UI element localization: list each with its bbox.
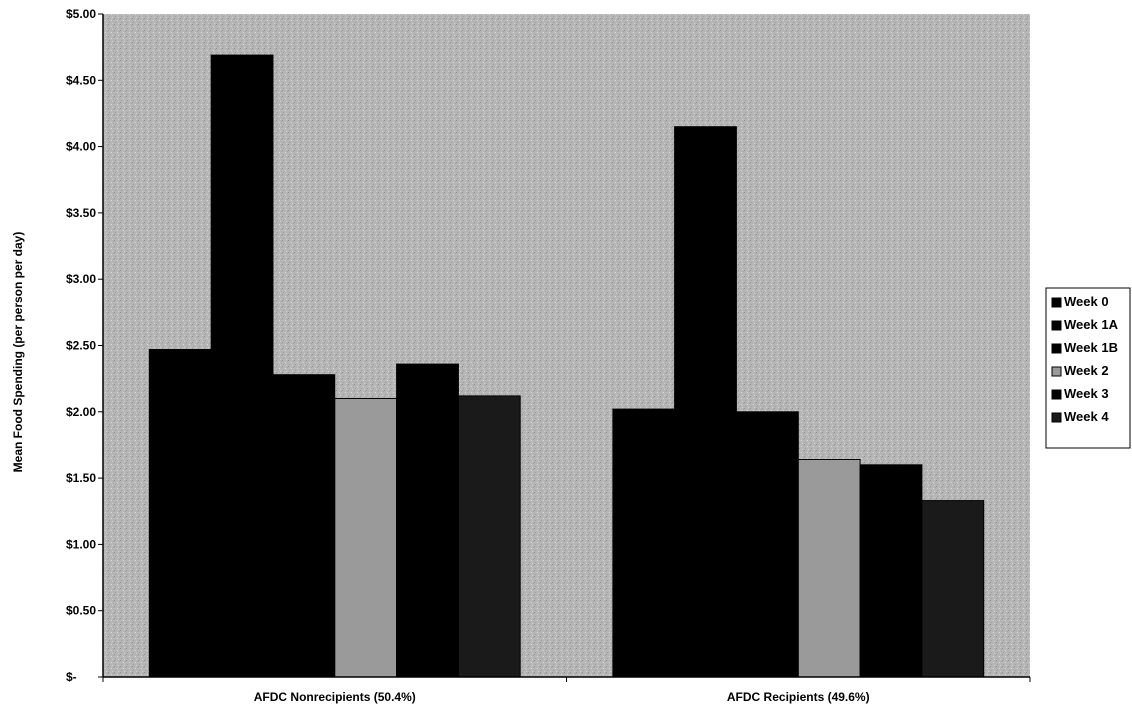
y-tick-label: $-	[66, 670, 77, 684]
legend-swatch	[1051, 389, 1062, 400]
y-tick-label: $5.00	[66, 7, 96, 21]
legend-swatch	[1051, 297, 1062, 308]
y-tick-label: $4.50	[66, 73, 96, 87]
bars-group	[148, 54, 985, 678]
legend-swatch	[1051, 412, 1062, 423]
legend-swatch	[1051, 320, 1062, 331]
y-tick-label: $2.00	[66, 405, 96, 419]
legend-entry: Week 0	[1064, 294, 1109, 309]
bar-week-1a-cat-1	[674, 126, 737, 678]
y-axis: $- $0.50 $1.00 $1.50 $2.00 $2.50 $3.00 $3.50 $4.…	[66, 7, 104, 684]
legend-swatch	[1051, 366, 1062, 377]
x-axis: AFDC Nonrecipients (50.4%) AFDC Recipient…	[102, 676, 1031, 704]
legend-entry: Week 4	[1064, 409, 1109, 424]
legend-entry: Week 1B	[1064, 340, 1118, 355]
bar-week-2-cat-0	[334, 398, 398, 678]
bar-week-3-cat-1	[859, 464, 923, 678]
bar-week-3-cat-0	[396, 363, 459, 678]
bar-week-1b-cat-1	[736, 411, 799, 678]
y-tick-label: $3.00	[66, 272, 96, 286]
legend-entry: Week 2	[1064, 363, 1109, 378]
x-category-label: AFDC Nonrecipients (50.4%)	[254, 690, 416, 704]
y-tick-label: $1.00	[66, 537, 96, 551]
bar-week-2-cat-1	[797, 459, 861, 678]
legend-swatch	[1051, 343, 1062, 354]
x-category-label: AFDC Recipients (49.6%)	[727, 690, 870, 704]
bar-week-1a-cat-0	[210, 54, 274, 678]
bar-week-4-cat-1	[921, 500, 985, 678]
bar-week-0-cat-0	[148, 349, 212, 678]
y-tick-label: $2.50	[66, 339, 96, 353]
bar-week-1b-cat-0	[272, 374, 336, 678]
y-tick-label: $4.00	[66, 140, 96, 154]
bar-week-0-cat-1	[612, 408, 676, 678]
y-tick-label: $0.50	[66, 604, 96, 618]
bar-week-4-cat-0	[457, 395, 521, 678]
legend: Week 0 Week 1A Week 1B Week 2 Week 3 Week 4	[1045, 287, 1131, 449]
y-axis-title: Mean Food Spending (per person per day)	[11, 232, 25, 473]
y-tick-label: $1.50	[66, 471, 96, 485]
legend-entry: Week 1A	[1064, 317, 1119, 332]
legend-entry: Week 3	[1064, 386, 1109, 401]
y-tick-label: $3.50	[66, 206, 96, 220]
